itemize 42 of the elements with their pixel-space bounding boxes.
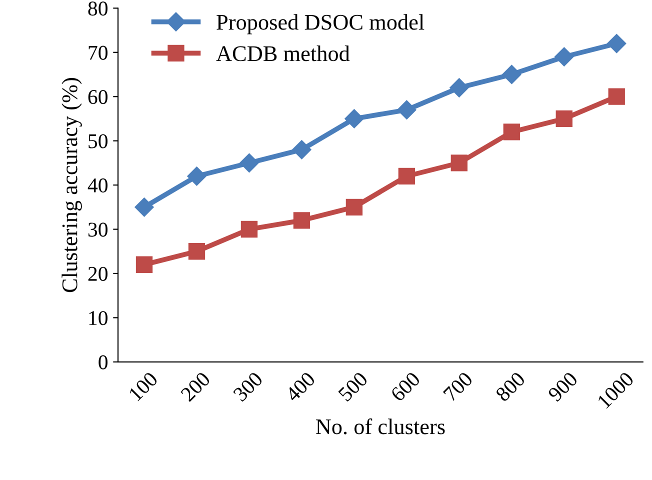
- x-tick-label: 300: [232, 371, 264, 402]
- point: [554, 47, 574, 66]
- point: [240, 153, 259, 172]
- point: [607, 34, 626, 54]
- point: [556, 110, 572, 128]
- point: [398, 168, 416, 185]
- y-axis-title: Clustering accuracy (%): [62, 78, 82, 292]
- legend-label: Proposed DSOC model: [216, 14, 424, 34]
- y-tick-label: 10: [89, 311, 108, 326]
- x-tick-label: 900: [547, 371, 578, 402]
- x-tick-label: 800: [494, 371, 526, 402]
- y-tick-label: 50: [88, 134, 108, 148]
- x-tick-label: 500: [338, 371, 368, 402]
- y-tick-label: 60: [88, 90, 108, 104]
- point: [188, 243, 206, 260]
- point: [293, 212, 310, 229]
- point: [502, 64, 522, 84]
- x-tick-label: 400: [284, 371, 316, 402]
- point: [450, 154, 468, 172]
- x-tick-label: 700: [442, 371, 474, 402]
- x-tick-label: 100: [128, 371, 158, 402]
- y-tick-label: 40: [88, 178, 108, 192]
- y-tick-label: 80: [88, 2, 108, 16]
- point: [292, 140, 312, 160]
- point: [187, 166, 206, 186]
- point: [397, 100, 416, 120]
- y-tick-label: 0: [98, 355, 108, 370]
- y-tick-label: 30: [88, 222, 108, 237]
- y-tick-label: 20: [88, 266, 108, 281]
- point: [134, 198, 154, 217]
- x-axis-title: No. of clusters: [316, 418, 445, 434]
- point: [346, 198, 363, 216]
- point: [344, 109, 364, 128]
- point: [136, 256, 153, 273]
- point: [450, 78, 469, 98]
- point: [240, 220, 258, 238]
- point: [608, 88, 625, 105]
- x-tick-label: 600: [390, 371, 421, 402]
- point: [503, 124, 520, 140]
- legend-label: ACDB method: [216, 46, 350, 62]
- y-tick-label: 70: [88, 46, 108, 60]
- x-tick-label: 200: [180, 371, 211, 402]
